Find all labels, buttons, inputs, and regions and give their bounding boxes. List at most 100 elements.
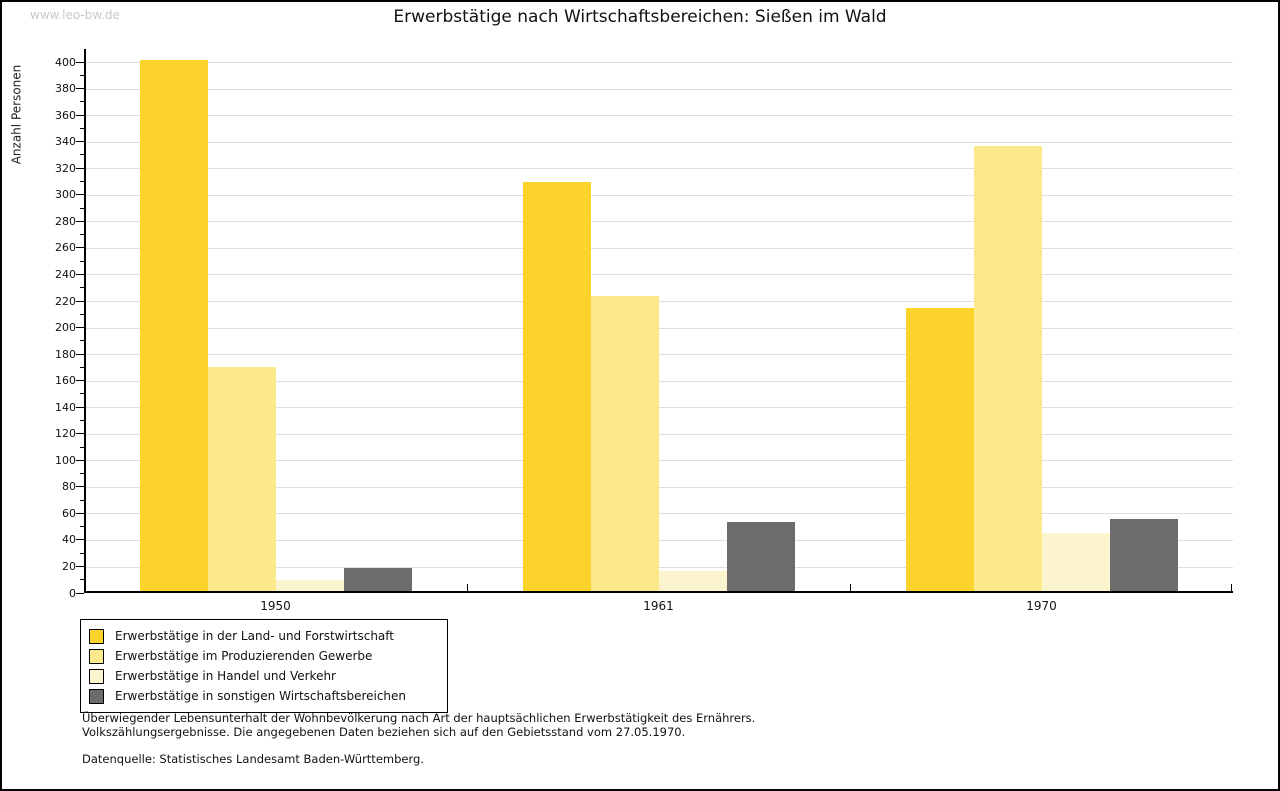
y-tick-label-260: 260 bbox=[55, 241, 76, 255]
data-source-text: Datenquelle: Statistisches Landesamt Bad… bbox=[82, 752, 424, 766]
legend-swatch-icon bbox=[89, 648, 104, 664]
y-minor-tick-230 bbox=[80, 287, 84, 289]
y-minor-tick-10 bbox=[80, 579, 84, 581]
x-axis-line bbox=[84, 591, 1233, 593]
y-tick-label-320: 320 bbox=[55, 161, 76, 175]
gridline-y-60 bbox=[86, 513, 1233, 515]
y-tick-180 bbox=[76, 353, 84, 355]
legend-item-label: Erwerbstätige in sonstigen Wirtschaftsbe… bbox=[115, 689, 407, 703]
chart-bar-1950-series3 bbox=[275, 580, 344, 591]
y-tick-300 bbox=[76, 194, 84, 196]
gridline-y-340 bbox=[86, 141, 1233, 143]
y-axis-label: Anzahl Personen bbox=[9, 64, 24, 165]
watermark-leo-bw: www.leo-bw.de bbox=[30, 8, 120, 22]
gridline-y-220 bbox=[86, 301, 1233, 302]
y-tick-340 bbox=[76, 141, 84, 143]
y-minor-tick-330 bbox=[80, 154, 84, 156]
gridline-y-180 bbox=[86, 354, 1233, 356]
x-tick-label-1950: 1950 bbox=[260, 599, 291, 613]
y-minor-tick-50 bbox=[80, 526, 84, 528]
y-tick-label-100: 100 bbox=[55, 453, 76, 467]
x-boundary-tick-2 bbox=[850, 584, 851, 591]
chart-bar-1970-series2 bbox=[973, 146, 1042, 591]
y-tick-200 bbox=[76, 327, 84, 328]
y-tick-160 bbox=[76, 380, 84, 382]
y-minor-tick-170 bbox=[80, 366, 84, 368]
y-tick-220 bbox=[76, 300, 84, 302]
y-minor-tick-310 bbox=[80, 181, 84, 182]
y-tick-label-400: 400 bbox=[55, 55, 76, 69]
y-minor-tick-110 bbox=[80, 446, 84, 448]
y-tick-label-360: 360 bbox=[55, 108, 76, 122]
y-tick-label-180: 180 bbox=[55, 347, 76, 361]
y-tick-label-300: 300 bbox=[55, 188, 76, 202]
gridline-y-100 bbox=[86, 460, 1233, 462]
legend-swatch-icon bbox=[89, 628, 104, 644]
chart-title: Erwerbstätige nach Wirtschaftsbereichen:… bbox=[393, 7, 887, 27]
y-tick-280 bbox=[76, 220, 84, 222]
y-tick-label-20: 20 bbox=[62, 560, 76, 573]
y-tick-20 bbox=[76, 566, 84, 567]
y-minor-tick-30 bbox=[80, 552, 84, 554]
chart-bar-1950-series4 bbox=[343, 568, 412, 591]
legend-item-4: Erwerbstätige in sonstigen Wirtschaftsbe… bbox=[89, 686, 439, 706]
gridline-y-360 bbox=[86, 115, 1233, 117]
plot-area: 1950 1961 1970 0 20 40 60 80 100 120 140 160 180 200 2… bbox=[55, 49, 1233, 613]
gridline-y-320 bbox=[86, 168, 1233, 170]
y-tick-label-0: 0 bbox=[69, 586, 76, 600]
y-minor-tick-90 bbox=[80, 473, 84, 474]
y-tick-260 bbox=[76, 247, 84, 249]
y-minor-tick-70 bbox=[80, 499, 84, 501]
y-minor-tick-210 bbox=[80, 313, 84, 315]
gridline-y-160 bbox=[86, 380, 1233, 382]
x-tick-label-1970: 1970 bbox=[1026, 599, 1057, 613]
y-tick-380 bbox=[76, 88, 84, 90]
y-tick-140 bbox=[76, 406, 84, 408]
y-tick-label-40: 40 bbox=[62, 533, 76, 547]
y-minor-tick-390 bbox=[80, 74, 84, 76]
legend-item-2: Erwerbstätige im Produzierenden Gewerbe bbox=[89, 646, 439, 666]
footnote-line2: Volkszählungsergebnisse. Die angegebenen… bbox=[82, 725, 686, 739]
y-tick-100 bbox=[76, 459, 84, 461]
y-minor-tick-190 bbox=[80, 340, 84, 342]
y-tick-label-140: 140 bbox=[55, 400, 76, 414]
y-tick-320 bbox=[76, 167, 84, 169]
y-tick-label-200: 200 bbox=[55, 321, 76, 334]
y-tick-label-240: 240 bbox=[55, 267, 76, 281]
y-tick-label-60: 60 bbox=[62, 506, 76, 520]
chart-bar-1961-series3 bbox=[658, 571, 727, 591]
y-minor-tick-370 bbox=[80, 101, 84, 103]
chart-bar-1961-series1 bbox=[522, 182, 591, 591]
legend-item-1: Erwerbstätige in der Land- und Forstwirt… bbox=[89, 626, 439, 646]
footnote-line1: Überwiegender Lebensunterhalt der Wohnbe… bbox=[82, 711, 756, 725]
gridline-y-400 bbox=[86, 62, 1233, 63]
chart-bar-1970-series1 bbox=[905, 308, 974, 591]
gridline-y-140 bbox=[86, 407, 1233, 409]
y-tick-40 bbox=[76, 539, 84, 541]
x-tick-label-1961: 1961 bbox=[643, 599, 674, 613]
y-tick-label-380: 380 bbox=[55, 82, 76, 96]
chart-bar-1950-series1 bbox=[139, 60, 208, 591]
gridline-y-20 bbox=[86, 566, 1233, 568]
y-axis-line bbox=[84, 49, 86, 593]
y-tick-label-120: 120 bbox=[55, 427, 76, 441]
gridline-y-280 bbox=[86, 221, 1233, 223]
gridline-y-240 bbox=[86, 274, 1233, 276]
y-minor-tick-250 bbox=[80, 260, 84, 262]
y-minor-tick-130 bbox=[80, 419, 84, 421]
x-boundary-tick-3 bbox=[1231, 584, 1232, 591]
y-tick-0 bbox=[76, 592, 84, 594]
y-minor-tick-270 bbox=[80, 234, 84, 236]
gridline-y-120 bbox=[86, 433, 1233, 435]
legend-item-label: Erwerbstätige in der Land- und Forstwirt… bbox=[115, 629, 394, 643]
chart-bar-1961-series4 bbox=[726, 522, 795, 591]
gridline-y-300 bbox=[86, 194, 1233, 196]
y-minor-tick-150 bbox=[80, 393, 84, 395]
legend-swatch-icon bbox=[89, 668, 104, 684]
legend-item-3: Erwerbstätige in Handel und Verkehr bbox=[89, 666, 439, 686]
y-tick-240 bbox=[76, 273, 84, 275]
gridline-y-40 bbox=[86, 539, 1233, 541]
y-minor-tick-290 bbox=[80, 207, 84, 209]
chart-bar-1950-series2 bbox=[207, 366, 276, 591]
